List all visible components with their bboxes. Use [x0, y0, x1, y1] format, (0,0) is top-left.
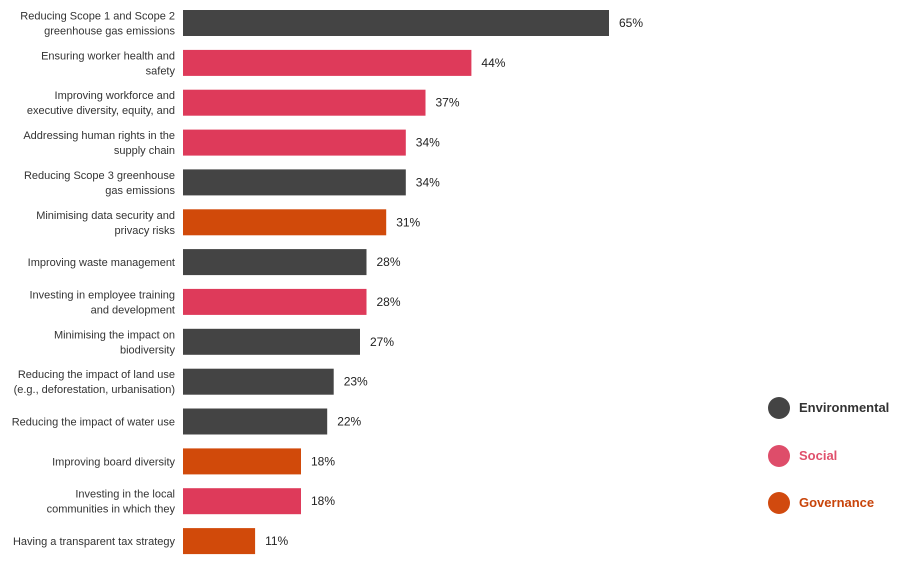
- bar-7: [183, 249, 367, 276]
- category-label-2-line-2: safety: [146, 65, 176, 77]
- category-label-13-line-1: Investing in the local: [75, 489, 175, 501]
- bar-10: [183, 368, 334, 395]
- category-label-1-line-2: greenhouse gas emissions: [44, 26, 175, 38]
- legend-swatch-environmental: [768, 397, 790, 419]
- category-label-4-line-2: supply chain: [114, 145, 175, 157]
- category-label-7: Improving waste management: [28, 257, 175, 269]
- legend-item-social: Social: [768, 444, 905, 468]
- bar-14: [183, 528, 256, 555]
- category-label-3-line-2: executive diversity, equity, and: [27, 105, 175, 117]
- legend-label-governance: Governance: [799, 495, 875, 510]
- legend-swatch-governance: [768, 492, 790, 514]
- legend-item-environmental: Environmental: [768, 396, 905, 420]
- legend-label-social: Social: [799, 447, 838, 463]
- category-label-10-line-2: (e.g., deforestation, urbanisation): [14, 384, 175, 396]
- value-label-5: 34%: [416, 175, 440, 189]
- category-label-5-line-1: Reducing Scope 3 greenhouse: [24, 170, 175, 182]
- bar-1: [183, 10, 609, 36]
- bar-5: [183, 169, 406, 196]
- category-label-13-line-2: communities in which they: [47, 504, 176, 516]
- value-label-12: 18%: [311, 454, 335, 468]
- bar-9: [183, 328, 360, 355]
- value-label-14: 11%: [265, 534, 288, 548]
- bar-8: [183, 288, 367, 315]
- category-label-3-line-1: Improving workforce and: [55, 90, 175, 102]
- category-label-9-line-2: biodiversity: [120, 344, 176, 356]
- value-label-4: 34%: [416, 136, 440, 150]
- legend: Environmental Social Governance: [768, 396, 905, 539]
- value-label-3: 37%: [436, 96, 460, 110]
- category-label-9-line-1: Minimising the impact on: [54, 329, 175, 341]
- category-label-10-line-1: Reducing the impact of land use: [18, 369, 175, 381]
- value-label-8: 28%: [377, 295, 401, 309]
- category-label-8-line-1: Investing in employee training: [29, 289, 175, 301]
- category-label-6-line-1: Minimising data security and: [36, 210, 175, 222]
- bar-6: [183, 209, 387, 236]
- category-label-2-line-1: Ensuring worker health and: [41, 50, 175, 62]
- bar-13: [183, 488, 301, 515]
- category-label-14: Having a transparent tax strategy: [13, 536, 176, 548]
- bar-12: [183, 448, 301, 475]
- category-label-8-line-2: and development: [91, 304, 175, 316]
- bar-11: [183, 408, 328, 435]
- bar-4: [183, 129, 406, 156]
- legend-swatch-social: [768, 444, 790, 467]
- legend-label-environmental: Environmental: [799, 400, 890, 415]
- value-label-11: 22%: [337, 415, 361, 429]
- category-label-5-line-2: gas emissions: [105, 185, 175, 197]
- bar-2: [183, 49, 472, 76]
- bar-3: [183, 89, 426, 116]
- value-label-1: 65%: [619, 16, 643, 30]
- category-label-11: Reducing the impact of water use: [12, 417, 175, 429]
- value-label-7: 28%: [377, 255, 401, 269]
- category-label-1-line-1: Reducing Scope 1 and Scope 2: [20, 11, 175, 23]
- value-label-9: 27%: [370, 335, 394, 349]
- category-label-12: Improving board diversity: [52, 456, 175, 468]
- value-label-10: 23%: [344, 375, 368, 389]
- category-label-4-line-1: Addressing human rights in the: [23, 130, 175, 142]
- category-label-6-line-2: privacy risks: [114, 225, 175, 237]
- value-label-13: 18%: [311, 494, 335, 508]
- legend-item-governance: Governance: [768, 491, 905, 515]
- value-label-2: 44%: [481, 56, 505, 70]
- value-label-6: 31%: [396, 215, 420, 229]
